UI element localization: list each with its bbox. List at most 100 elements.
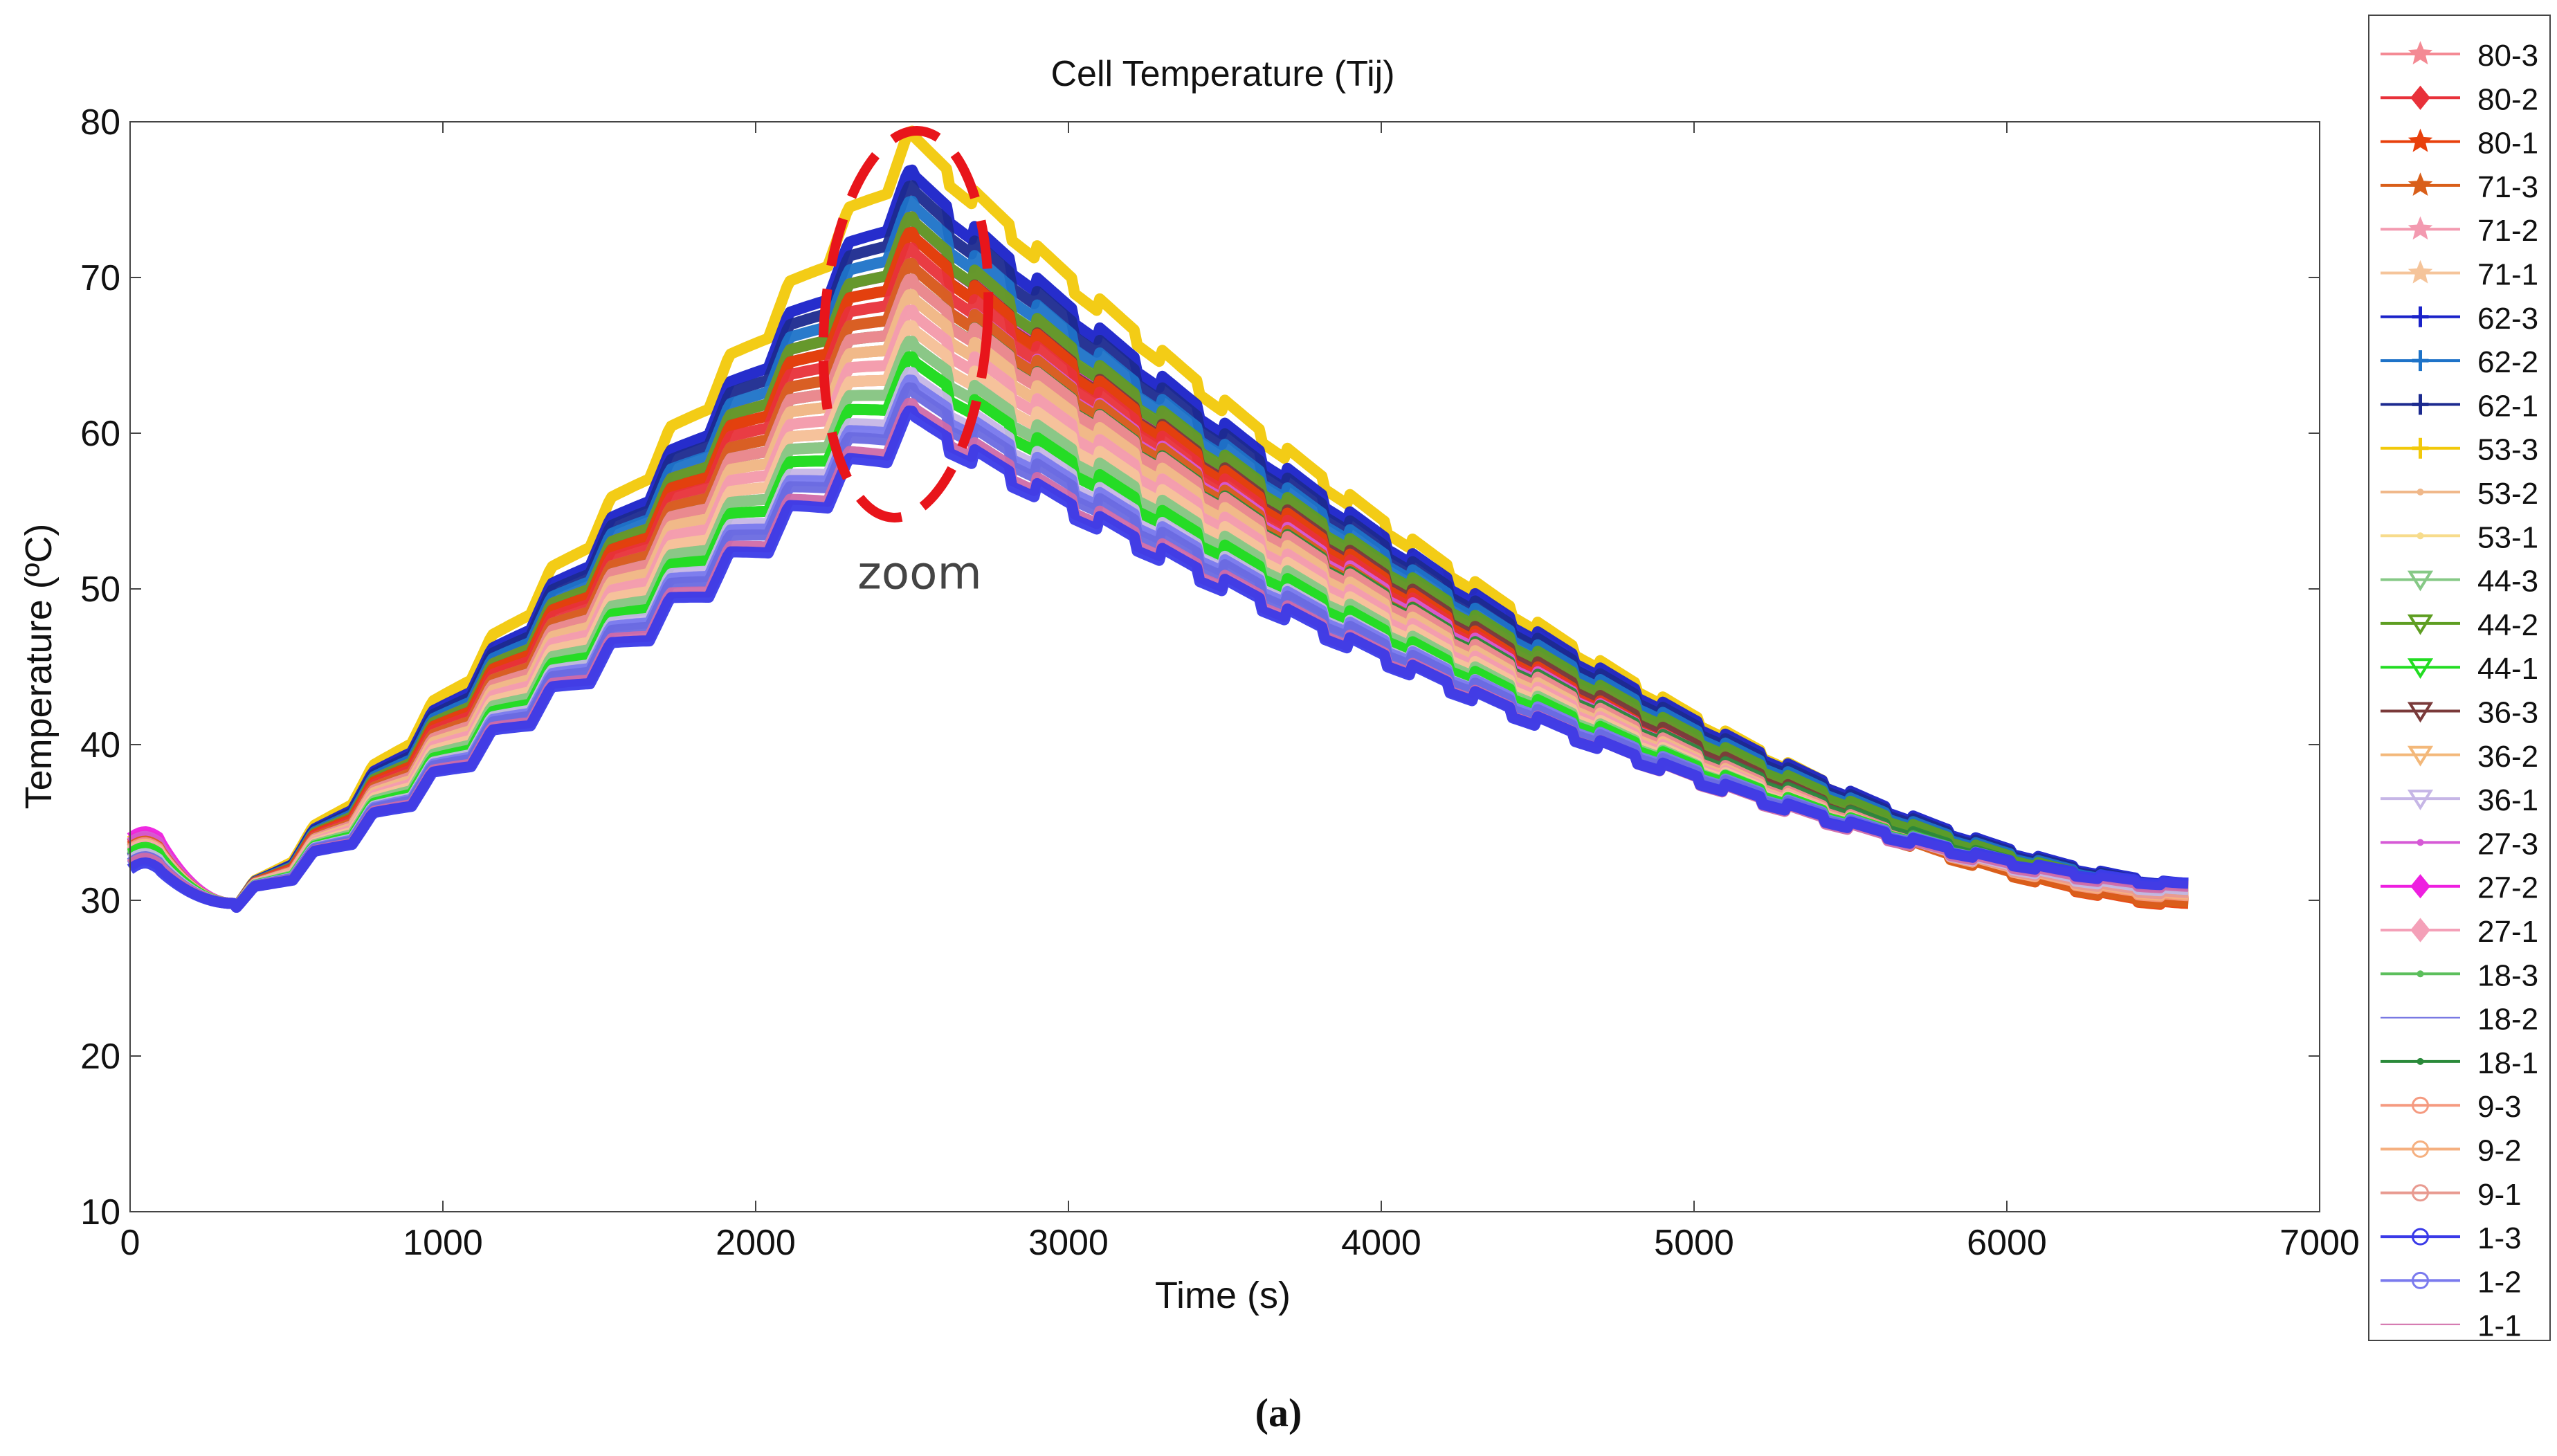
legend-item-1-3: 1-3 (2381, 1221, 2522, 1255)
legend-label: 9-1 (2477, 1178, 2522, 1212)
x-tick-label: 7000 (2280, 1223, 2360, 1263)
legend-item-44-3: 44-3 (2381, 565, 2538, 599)
series-layer (127, 125, 2191, 913)
legend-label: 9-2 (2477, 1134, 2522, 1168)
legend-marker (2410, 918, 2430, 943)
y-tick-label: 70 (80, 258, 120, 298)
legend-item-36-3: 36-3 (2381, 696, 2538, 730)
legend-label: 80-3 (2477, 39, 2538, 73)
chart-title: Cell Temperature (Tij) (1050, 54, 1394, 94)
legend-marker (2412, 1228, 2429, 1246)
legend-item-53-3: 53-3 (2381, 433, 2538, 467)
legend-marker (2408, 128, 2433, 152)
legend-item-18-2: 18-2 (2381, 1003, 2538, 1037)
zoom-annotation: zoom (818, 126, 994, 600)
legend-marker (2407, 745, 2434, 767)
legend-marker (2408, 260, 2433, 284)
legend-label: 62-1 (2477, 389, 2538, 423)
legend-item-9-1: 9-1 (2381, 1178, 2522, 1212)
y-tick-label: 50 (80, 570, 120, 610)
legend-item-62-1: 62-1 (2381, 389, 2538, 423)
y-tick-label: 30 (80, 881, 120, 921)
legend-marker (2412, 394, 2429, 415)
legend-marker (2417, 532, 2424, 540)
legend-marker (2407, 790, 2434, 810)
legend-marker (2417, 970, 2424, 978)
legend-label: 18-1 (2477, 1046, 2538, 1080)
legend-marker (2417, 489, 2424, 495)
series-line-1-3 (127, 406, 2191, 913)
legend: 80-3 80-2 80-1 71-3 71-2 71-1 62-3 62-2 62-1 53-3… (2368, 15, 2551, 1343)
legend-marker (2412, 1184, 2429, 1202)
legend-marker (2412, 1096, 2429, 1114)
legend-label: 53-1 (2477, 520, 2538, 554)
x-tick-label: 4000 (1341, 1223, 1421, 1263)
y-tick-label: 80 (80, 102, 120, 143)
legend-label: 53-2 (2477, 477, 2538, 511)
legend-label: 18-2 (2477, 1003, 2538, 1037)
legend-marker (2407, 614, 2434, 635)
legend-item-71-2: 71-2 (2381, 214, 2538, 248)
legend-label: 71-1 (2477, 258, 2538, 292)
legend-label: 71-2 (2477, 214, 2538, 248)
zoom-ellipse (818, 126, 994, 522)
legend-item-80-3: 80-3 (2381, 39, 2538, 73)
y-tick-label: 60 (80, 414, 120, 454)
legend-marker (2407, 702, 2434, 723)
legend-label: 53-3 (2477, 433, 2538, 467)
y-tick-label: 10 (80, 1192, 120, 1232)
legend-item-18-1: 18-1 (2381, 1046, 2538, 1080)
legend-marker (2407, 658, 2434, 679)
legend-label: 80-2 (2477, 82, 2538, 116)
legend-label: 27-1 (2477, 915, 2538, 949)
legend-item-36-2: 36-2 (2381, 740, 2538, 774)
legend-item-62-2: 62-2 (2381, 345, 2538, 379)
legend-marker (2408, 41, 2433, 65)
legend-label: 36-2 (2477, 740, 2538, 774)
x-axis-label: Time (s) (1155, 1275, 1291, 1316)
figure-caption: (a) (1255, 1390, 1302, 1435)
legend-label: 62-2 (2477, 345, 2538, 379)
legend-marker (2412, 437, 2429, 459)
legend-item-27-2: 27-2 (2381, 871, 2538, 905)
legend-box (2368, 15, 2551, 1341)
legend-item-36-1: 36-1 (2381, 783, 2538, 817)
legend-label: 71-3 (2477, 170, 2538, 204)
legend-label: 44-2 (2477, 608, 2538, 642)
legend-label: 27-3 (2477, 827, 2538, 861)
x-tick-label: 6000 (1967, 1223, 2047, 1263)
legend-label: 1-1 (2477, 1309, 2522, 1343)
legend-item-1-2: 1-2 (2381, 1265, 2522, 1299)
legend-item-53-1: 53-1 (2381, 520, 2538, 554)
legend-item-53-2: 53-2 (2381, 477, 2538, 511)
legend-item-27-1: 27-1 (2381, 915, 2538, 949)
ticks: 0 1000 2000 3000 4000 5000 6000 7000 10 20 30 40 50 6… (80, 102, 2360, 1263)
x-tick-label: 3000 (1028, 1223, 1109, 1263)
legend-label: 1-2 (2477, 1265, 2522, 1299)
legend-marker (2410, 85, 2430, 110)
x-tick-label: 0 (120, 1223, 140, 1263)
legend-label: 18-3 (2477, 958, 2538, 992)
legend-marker (2412, 350, 2429, 372)
legend-marker (2407, 570, 2434, 592)
legend-label: 44-3 (2477, 565, 2538, 599)
legend-label: 1-3 (2477, 1221, 2522, 1255)
y-tick-label: 40 (80, 725, 120, 765)
legend-label: 27-2 (2477, 871, 2538, 905)
legend-item-27-3: 27-3 (2381, 827, 2538, 861)
legend-marker (2417, 1057, 2424, 1065)
axes (129, 121, 2320, 1212)
legend-label: 9-3 (2477, 1090, 2522, 1124)
legend-marker (2412, 1140, 2429, 1158)
x-tick-label: 2000 (716, 1223, 796, 1263)
legend-label: 80-1 (2477, 127, 2538, 161)
legend-label: 62-3 (2477, 302, 2538, 336)
legend-item-18-3: 18-3 (2381, 958, 2538, 992)
legend-marker (2412, 306, 2429, 327)
legend-marker (2410, 874, 2430, 899)
legend-label: 36-1 (2477, 783, 2538, 817)
legend-marker (2417, 839, 2424, 846)
legend-item-9-2: 9-2 (2381, 1134, 2522, 1168)
legend-marker (2412, 1271, 2429, 1289)
